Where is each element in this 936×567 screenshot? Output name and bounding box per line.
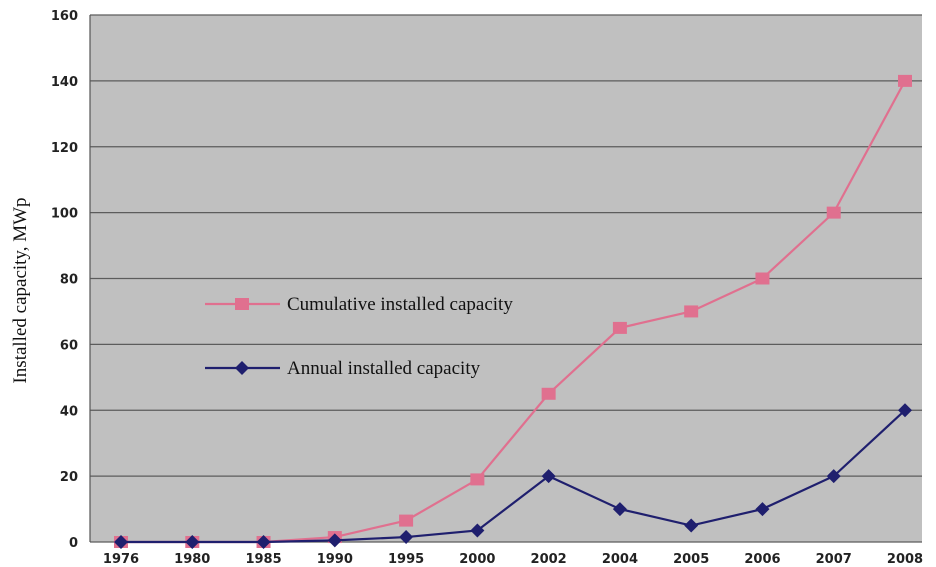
data-point bbox=[755, 272, 770, 285]
legend-item: Cumulative installed capacity bbox=[205, 294, 513, 315]
gridlines bbox=[89, 14, 922, 543]
data-point bbox=[755, 502, 770, 517]
data-point bbox=[826, 206, 841, 219]
y-tick-label: 160 bbox=[51, 9, 78, 24]
x-tick-label: 2005 bbox=[673, 552, 709, 567]
legend-marker bbox=[235, 298, 249, 310]
data-point bbox=[612, 502, 627, 517]
series-annual bbox=[114, 403, 912, 549]
y-tick-label: 0 bbox=[69, 536, 78, 551]
x-tick-label: 2000 bbox=[459, 552, 495, 567]
data-point bbox=[898, 74, 912, 87]
x-tick-label: 2008 bbox=[887, 552, 923, 567]
y-axis-label: Installed capacity, MWp bbox=[10, 197, 31, 383]
series-layer bbox=[114, 74, 912, 549]
data-point bbox=[826, 469, 841, 484]
data-point bbox=[684, 518, 699, 533]
series-line bbox=[121, 409, 906, 544]
x-tick-label: 2004 bbox=[602, 552, 638, 567]
data-point bbox=[541, 387, 556, 400]
y-tick-label: 100 bbox=[51, 207, 78, 222]
x-tick-label: 1976 bbox=[103, 552, 139, 567]
x-tick-label: 1980 bbox=[174, 552, 210, 567]
y-axis-ticks: 0 20 40 60 80 100 120 140 160 bbox=[51, 9, 78, 551]
legend-item: Annual installed capacity bbox=[205, 358, 481, 379]
legend-marker bbox=[235, 361, 249, 375]
x-tick-label: 2006 bbox=[744, 552, 780, 567]
x-tick-label: 1990 bbox=[317, 552, 353, 567]
data-point bbox=[470, 523, 485, 538]
data-point bbox=[898, 403, 912, 418]
x-tick-label: 1985 bbox=[245, 552, 281, 567]
data-point bbox=[612, 321, 627, 334]
y-tick-label: 60 bbox=[60, 338, 78, 353]
y-tick-label: 120 bbox=[51, 141, 78, 156]
legend: Cumulative installed capacity Annual inst… bbox=[205, 294, 513, 379]
y-tick-label: 80 bbox=[60, 273, 78, 288]
data-point bbox=[399, 514, 414, 527]
data-point bbox=[541, 469, 556, 484]
data-point bbox=[327, 533, 342, 548]
data-point bbox=[684, 305, 699, 318]
data-point bbox=[114, 535, 128, 549]
data-point bbox=[470, 473, 485, 486]
legend-label: Cumulative installed capacity bbox=[287, 294, 513, 315]
data-point bbox=[399, 530, 414, 545]
data-point bbox=[256, 535, 271, 549]
legend-label: Annual installed capacity bbox=[287, 358, 481, 379]
y-tick-label: 140 bbox=[51, 75, 78, 90]
x-tick-label: 1995 bbox=[388, 552, 424, 567]
data-point bbox=[185, 535, 200, 549]
y-tick-label: 20 bbox=[60, 470, 78, 485]
x-axis-ticks: 1976 1980 1985 1990 1995 2000 2002 2004 2005 2006… bbox=[103, 552, 923, 567]
y-tick-label: 40 bbox=[60, 404, 78, 419]
x-tick-label: 2007 bbox=[816, 552, 852, 567]
x-tick-label: 2002 bbox=[531, 552, 567, 567]
